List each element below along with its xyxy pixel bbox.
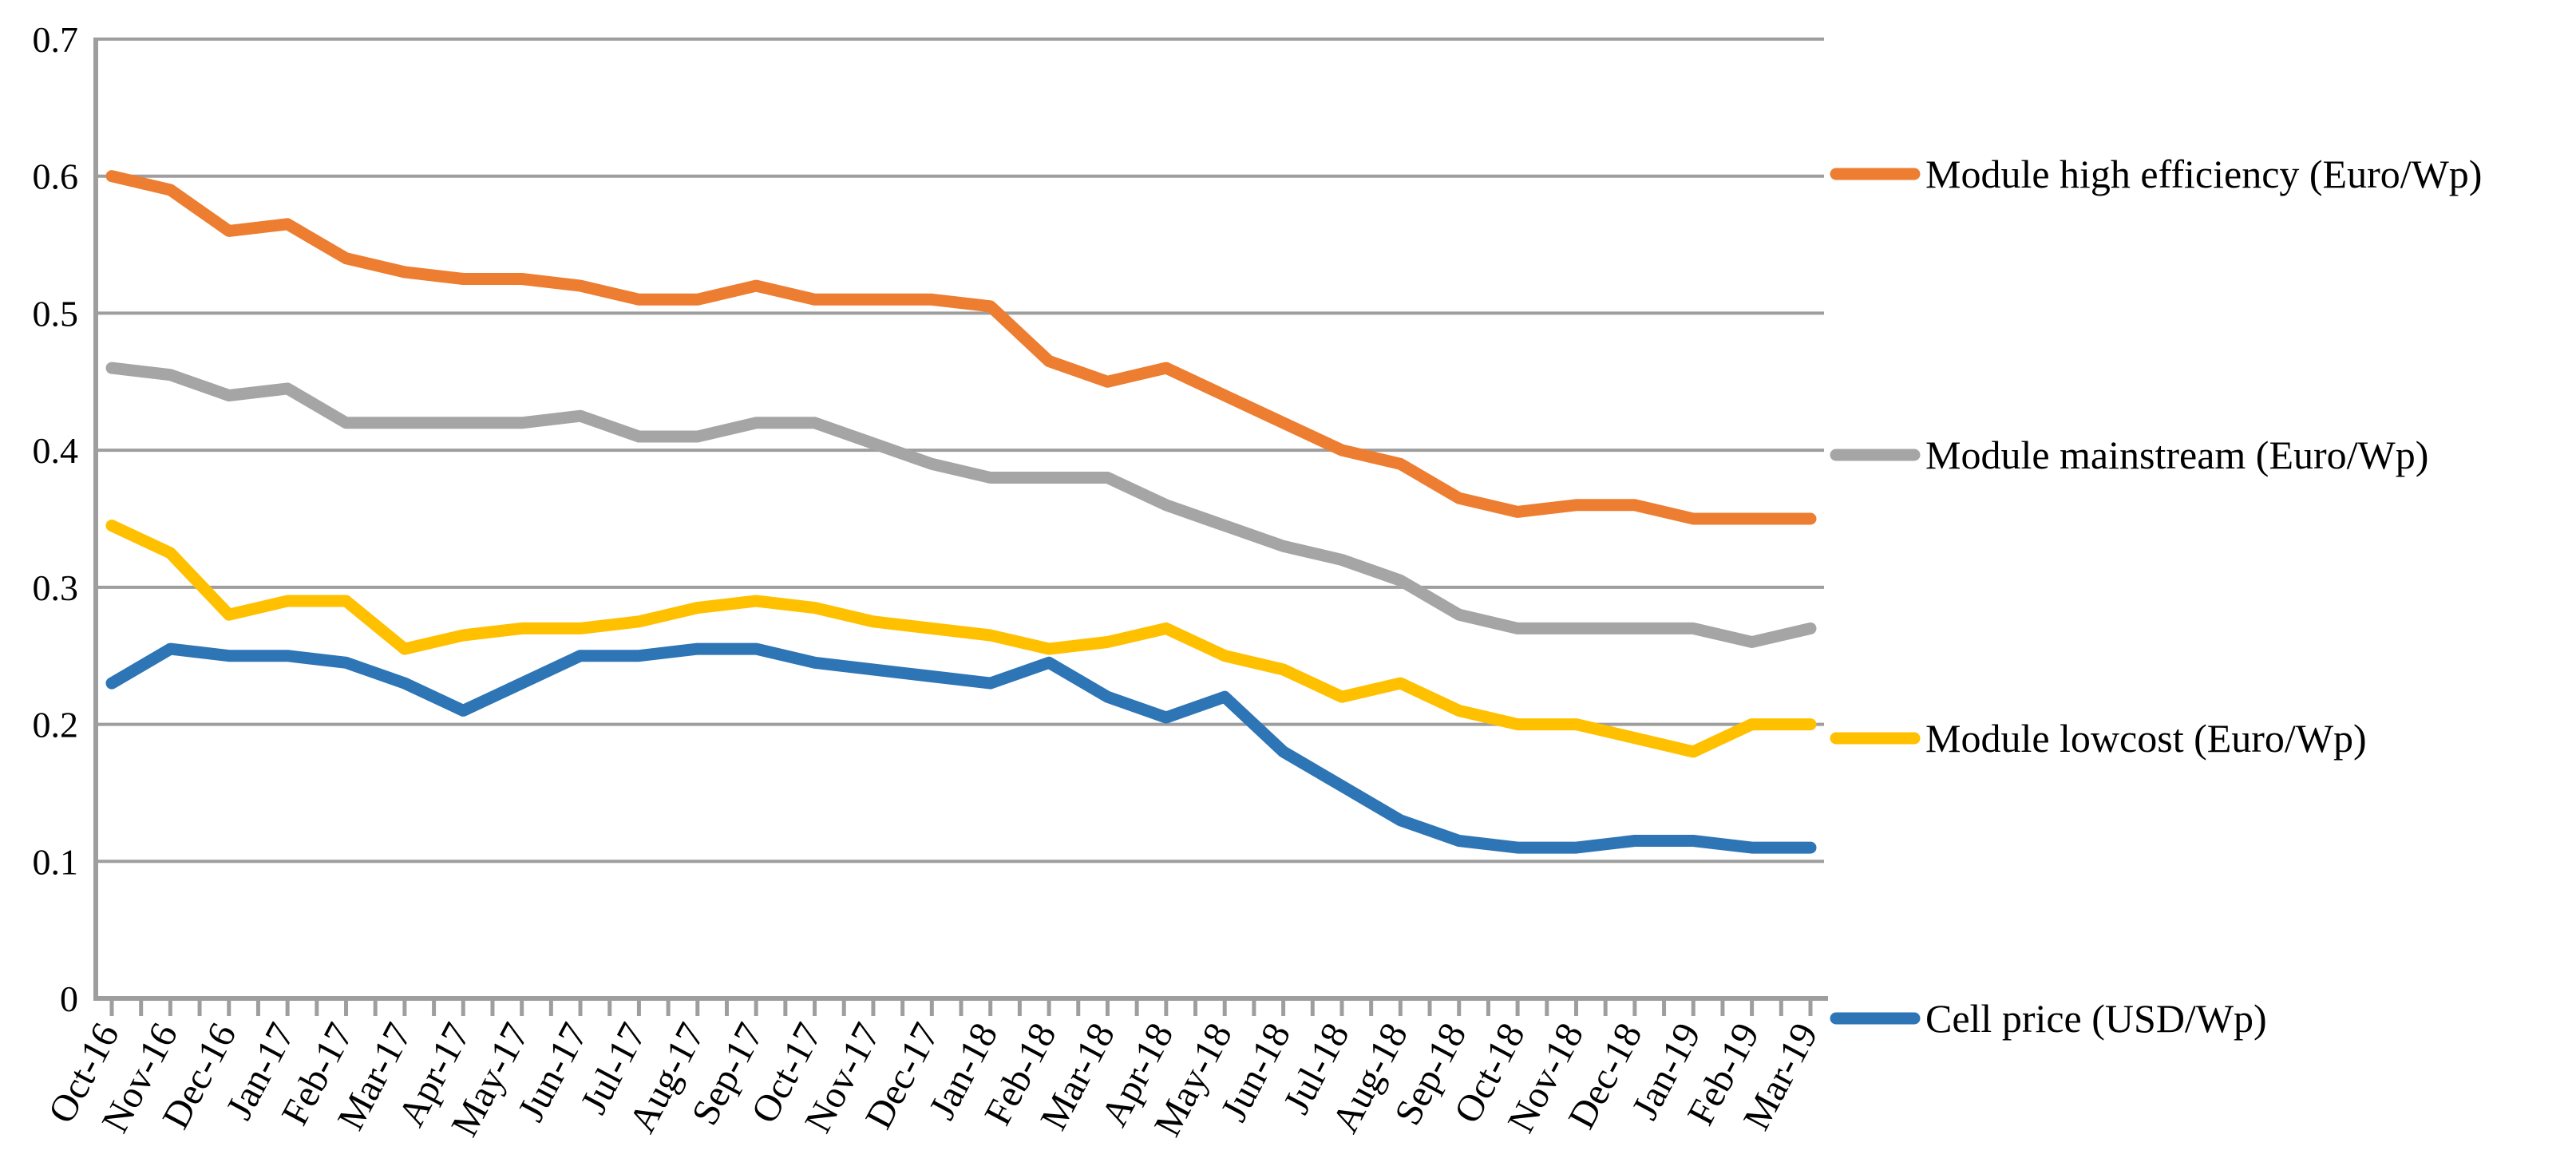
y-axis-tick-label: 0.2 — [33, 705, 79, 745]
legend-item: Module high efficiency (Euro/Wp) — [1830, 152, 2482, 196]
legend-item: Cell price (USD/Wp) — [1830, 996, 2267, 1041]
legend-label: Module mainstream (Euro/Wp) — [1925, 433, 2428, 477]
axes-group — [93, 38, 1828, 1016]
series-line-module-lowcost-euro-wp- — [105, 520, 1817, 758]
axis-labels-group: 00.10.20.30.40.50.60.7Oct-16Nov-16Dec-16… — [33, 19, 1826, 1143]
legend-label: Module high efficiency (Euro/Wp) — [1925, 152, 2482, 196]
gridlines-group — [96, 38, 1824, 864]
y-axis-tick-label: 0.7 — [33, 19, 79, 60]
series-lines-group — [105, 170, 1817, 854]
legend-item: Module mainstream (Euro/Wp) — [1830, 433, 2428, 477]
legend-item: Module lowcost (Euro/Wp) — [1830, 716, 2367, 761]
series-line-cell-price-usd-wp- — [105, 642, 1817, 854]
legend-label: Cell price (USD/Wp) — [1925, 996, 2267, 1041]
legend-label: Module lowcost (Euro/Wp) — [1925, 716, 2367, 761]
y-axis-tick-label: 0 — [60, 978, 78, 1019]
y-axis-tick-label: 0.1 — [33, 841, 79, 882]
series-line-module-high-efficiency-euro-wp- — [105, 170, 1817, 525]
y-axis-tick-label: 0.6 — [33, 156, 79, 197]
y-axis-tick-label: 0.3 — [33, 567, 79, 608]
y-axis-tick-label: 0.5 — [33, 293, 79, 334]
series-line-module-mainstream-euro-wp- — [105, 362, 1817, 648]
legend-group: Module high efficiency (Euro/Wp) Module m… — [1830, 152, 2482, 1041]
y-axis-tick-label: 0.4 — [33, 430, 79, 471]
